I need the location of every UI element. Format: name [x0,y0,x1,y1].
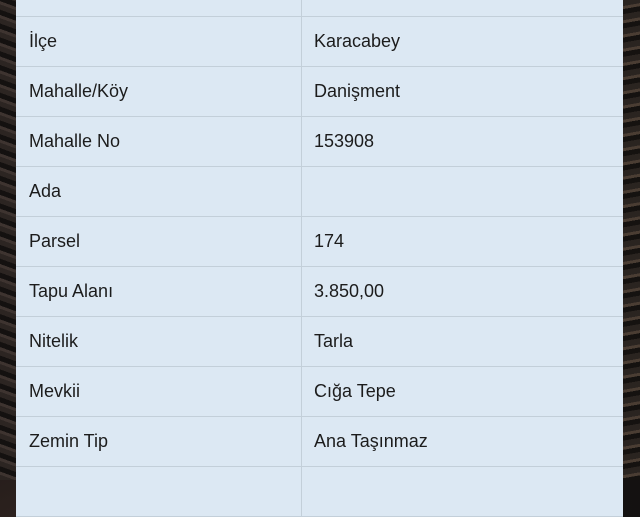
row-value: Cığa Tepe [314,381,396,401]
table-row: Mahalle No 153908 [16,117,623,167]
row-label: Zemin Tip [16,417,302,466]
row-value: Ana Taşınmaz [314,431,428,451]
row-value: Tarla [314,331,354,351]
table-row [16,467,623,517]
row-value: 174 [314,231,345,251]
row-label: Mevkii [16,367,302,416]
table-row: Parsel 174 [16,217,623,267]
row-value: 3.850,00 [314,281,385,301]
row-value [302,467,623,516]
table-row: Mahalle/Köy Danişment [16,67,623,117]
parcel-info-table: İlçe Karacabey Mahalle/Köy Danişment Mahal… [16,0,623,517]
table-row: Mevkii Cığa Tepe [16,367,623,417]
row-label: Nitelik [16,317,302,366]
row-value [302,0,623,16]
row-label [16,467,302,516]
table-row: Ada [16,167,623,217]
row-label: İlçe [16,17,302,66]
row-value: Danişment [314,81,401,101]
row-value: 153908 [314,131,375,151]
row-label: Tapu Alanı [16,267,302,316]
row-label [16,0,302,16]
row-label: Mahalle No [16,117,302,166]
background-right [623,0,640,480]
table-row: Zemin Tip Ana Taşınmaz [16,417,623,467]
row-label: Ada [16,167,302,216]
row-label: Mahalle/Köy [16,67,302,116]
table-row [16,0,623,17]
row-label: Parsel [16,217,302,266]
table-row: İlçe Karacabey [16,17,623,67]
table-row: Tapu Alanı 3.850,00 [16,267,623,317]
row-value [302,167,623,216]
background-left [0,0,16,480]
row-value: Karacabey [314,31,401,51]
table-row: Nitelik Tarla [16,317,623,367]
